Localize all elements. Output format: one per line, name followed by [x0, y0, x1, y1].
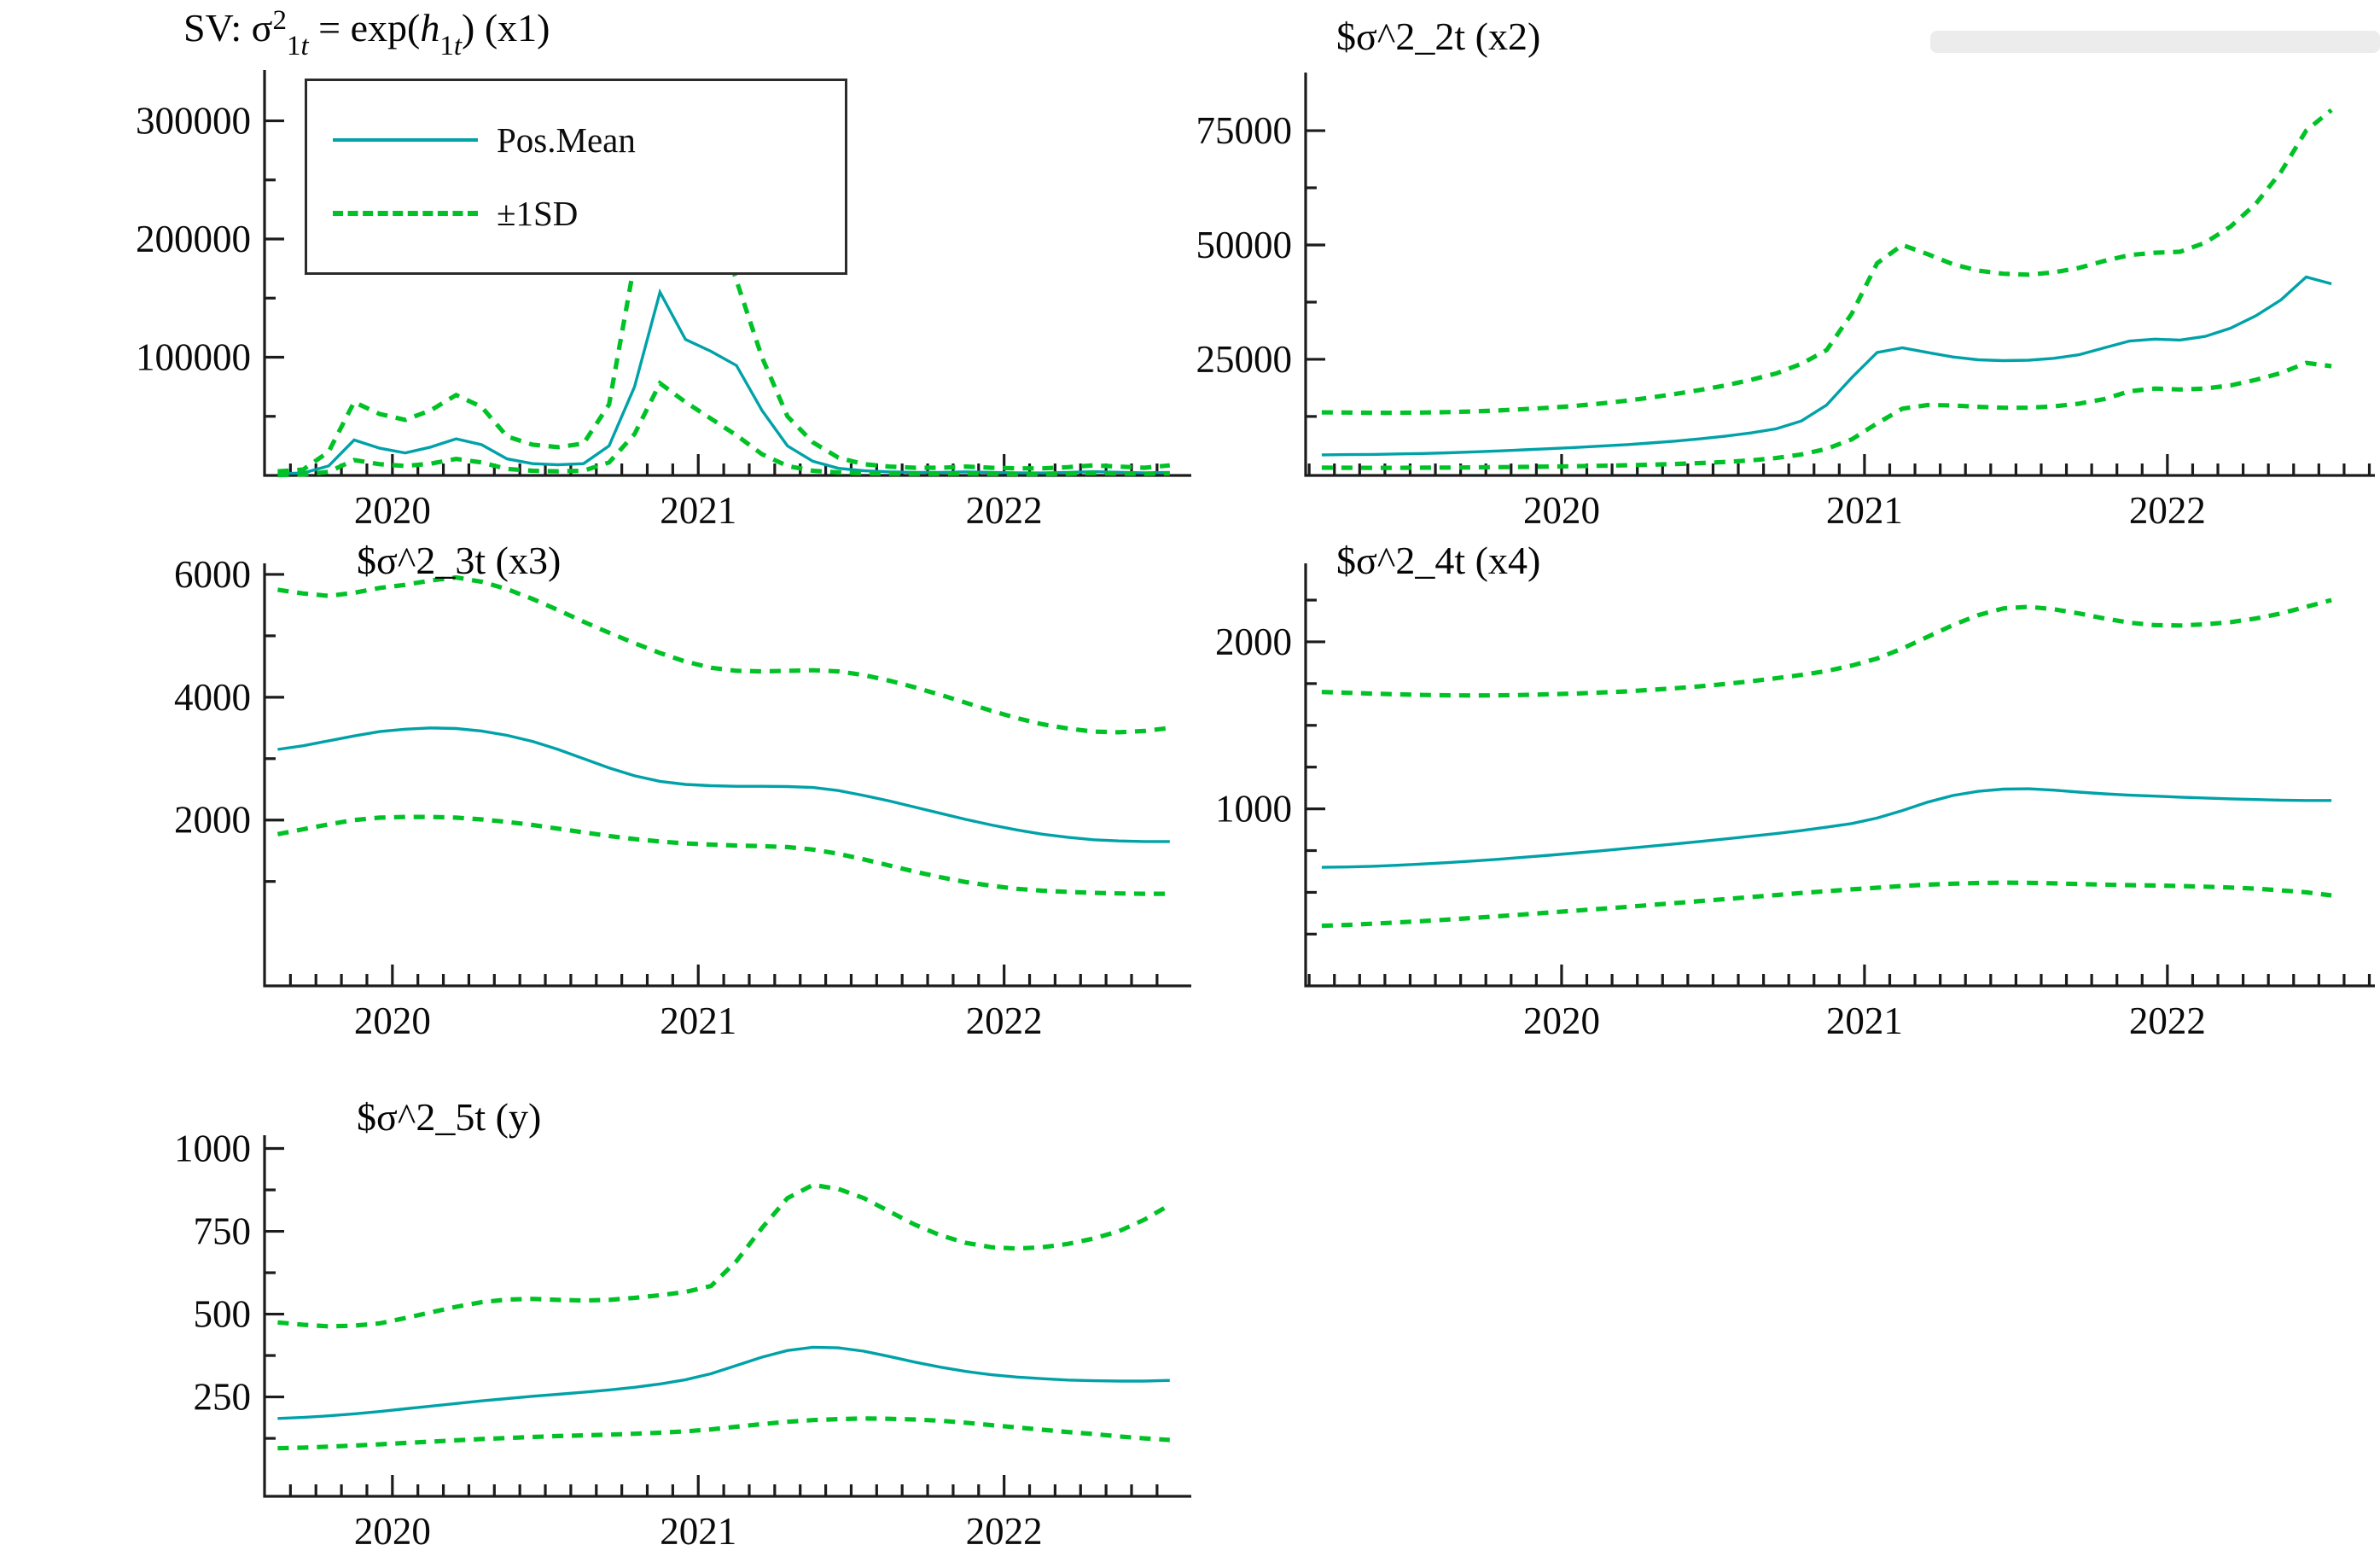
svg-text:2021: 2021 [1826, 1000, 1903, 1042]
chart-title-sv-x3: $σ^2_3t (x3) [357, 539, 562, 582]
svg-text:2021: 2021 [660, 1510, 736, 1553]
svg-text:2020: 2020 [354, 489, 431, 532]
chart-title-sv-y: $σ^2_5t (y) [357, 1095, 542, 1139]
svg-text:50000: 50000 [1196, 224, 1293, 266]
svg-text:750: 750 [194, 1210, 252, 1253]
sd-band-swatch [333, 211, 478, 217]
svg-text:2020: 2020 [354, 1510, 431, 1553]
svg-text:500: 500 [194, 1293, 252, 1336]
legend-label-sd: ±1SD [497, 194, 579, 234]
svg-text:2022: 2022 [2129, 1000, 2206, 1042]
screenshot-artifact-strip [1930, 31, 2380, 53]
svg-text:2020: 2020 [1523, 489, 1600, 532]
chart-title-sv-x2: $σ^2_2t (x2) [1336, 15, 1541, 58]
svg-text:2021: 2021 [1826, 489, 1903, 532]
svg-text:200000: 200000 [136, 218, 251, 260]
svg-text:1000: 1000 [1215, 788, 1292, 831]
legend-label-mean: Pos.Mean [497, 119, 636, 160]
svg-text:2020: 2020 [354, 1000, 431, 1042]
svg-text:1000: 1000 [174, 1128, 251, 1170]
svg-text:2022: 2022 [966, 1000, 1043, 1042]
svg-text:4000: 4000 [174, 676, 251, 719]
svg-text:250: 250 [194, 1376, 252, 1419]
svg-text:2021: 2021 [660, 1000, 736, 1042]
svg-text:2020: 2020 [1523, 1000, 1600, 1042]
svg-text:2022: 2022 [966, 1510, 1043, 1553]
svg-text:25000: 25000 [1196, 338, 1293, 381]
svg-text:2000: 2000 [174, 799, 251, 842]
svg-text:6000: 6000 [174, 553, 251, 596]
svg-text:2022: 2022 [2129, 489, 2206, 532]
svg-text:100000: 100000 [136, 336, 251, 379]
chart-title-sv-x4: $σ^2_4t (x4) [1336, 539, 1541, 582]
svg-text:300000: 300000 [136, 100, 251, 143]
svg-text:2022: 2022 [966, 489, 1043, 532]
svg-text:2000: 2000 [1215, 621, 1292, 663]
legend-item-mean: Pos.Mean [307, 119, 845, 160]
svg-text:75000: 75000 [1196, 109, 1293, 152]
chart-title-sv-x1: SV: σ21t = exp(h1t) (x1) [183, 5, 550, 61]
svg-text:2021: 2021 [660, 489, 736, 532]
legend-item-sd: ±1SD [307, 193, 845, 234]
legend: Pos.Mean ±1SD [305, 79, 847, 275]
mean-line-swatch [333, 137, 478, 142]
